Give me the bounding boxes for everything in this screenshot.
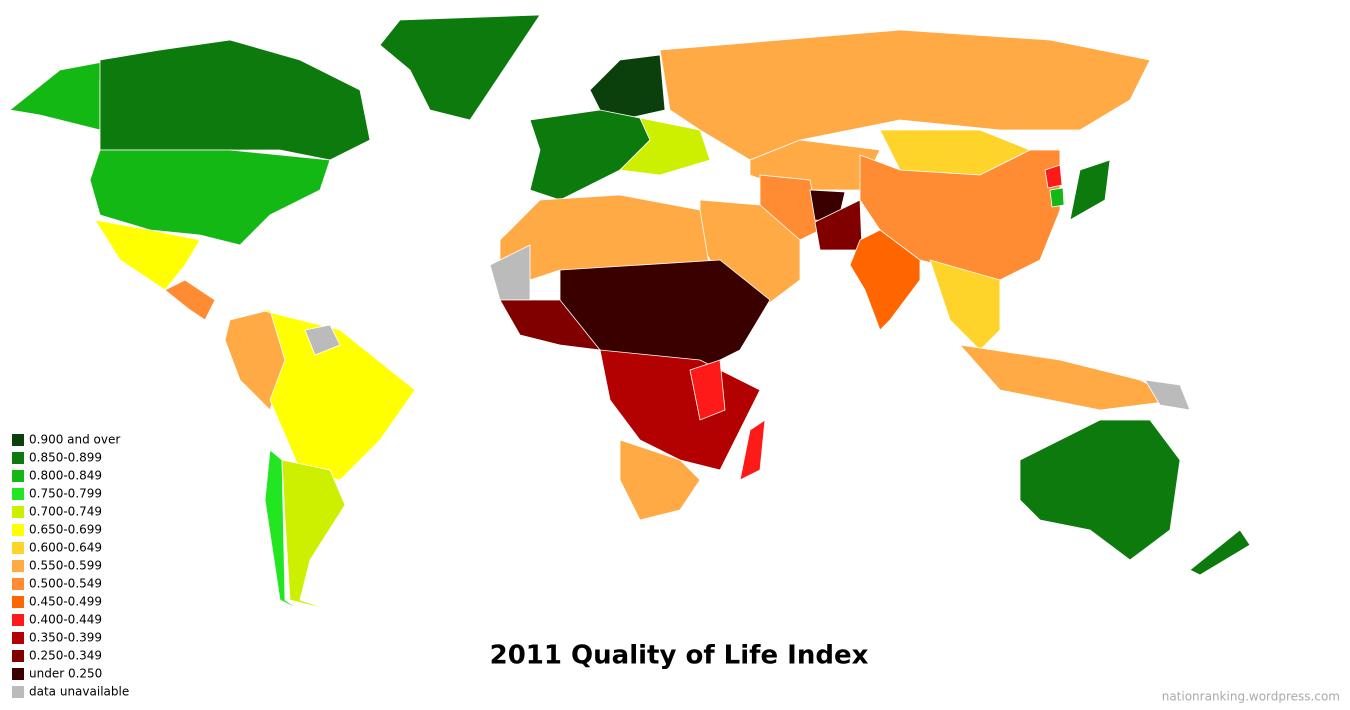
legend-label: 0.650-0.699	[29, 523, 102, 537]
north-korea	[1044, 164, 1063, 189]
india	[849, 229, 921, 331]
legend-swatch	[12, 596, 24, 608]
legend-label: 0.550-0.599	[29, 559, 102, 573]
japan	[1069, 159, 1111, 221]
legend-swatch	[12, 668, 24, 680]
new-zealand	[1189, 529, 1251, 576]
legend: 0.900 and over 0.850-0.899 0.800-0.849 0.75…	[12, 433, 129, 699]
legend-label: 0.700-0.749	[29, 505, 102, 519]
guianas	[304, 324, 341, 356]
mexico	[94, 219, 201, 291]
legend-swatch	[12, 452, 24, 464]
legend-label: 0.900 and over	[29, 433, 120, 447]
east-africa	[689, 359, 726, 421]
map-title: 2011 Quality of Life Index	[490, 641, 869, 671]
legend-label: 0.850-0.899	[29, 451, 102, 465]
legend-swatch	[12, 434, 24, 446]
legend-swatch	[12, 560, 24, 572]
iran	[759, 174, 821, 241]
legend-swatch	[12, 488, 24, 500]
russia	[659, 29, 1151, 161]
legend-swatch	[12, 614, 24, 626]
papua	[1144, 379, 1191, 411]
credit: nationranking.wordpress.com	[1162, 690, 1340, 704]
legend-swatch	[12, 650, 24, 662]
legend-label: 0.600-0.649	[29, 541, 102, 555]
south-korea	[1049, 187, 1065, 208]
central-america	[164, 279, 216, 321]
legend-swatch	[12, 632, 24, 644]
canada	[99, 39, 371, 161]
legend-label: 0.400-0.449	[29, 613, 102, 627]
greenland	[379, 14, 541, 121]
legend-label: data unavailable	[29, 685, 129, 699]
legend-label: 0.350-0.399	[29, 631, 102, 645]
southern-africa	[619, 439, 701, 521]
legend-label: 0.500-0.549	[29, 577, 102, 591]
brazil	[259, 309, 416, 481]
usa	[89, 149, 331, 246]
indonesia	[958, 344, 1182, 411]
legend-label: 0.800-0.849	[29, 469, 102, 483]
legend-swatch	[12, 470, 24, 482]
legend-swatch	[12, 506, 24, 518]
countries	[9, 14, 1251, 611]
legend-swatch	[12, 578, 24, 590]
legend-swatch	[12, 686, 24, 698]
madagascar	[739, 419, 766, 481]
legend-label: 0.250-0.349	[29, 649, 102, 663]
legend-swatch	[12, 542, 24, 554]
southeast-asia	[929, 259, 1001, 351]
legend-label: under 0.250	[29, 667, 102, 681]
legend-label: 0.750-0.799	[29, 487, 102, 501]
sahel	[559, 259, 771, 371]
argentina	[281, 459, 346, 611]
west-africa	[499, 299, 601, 351]
western-europe	[529, 109, 651, 201]
legend-label: 0.450-0.499	[29, 595, 102, 609]
legend-swatch	[12, 524, 24, 536]
australia	[1019, 419, 1181, 561]
